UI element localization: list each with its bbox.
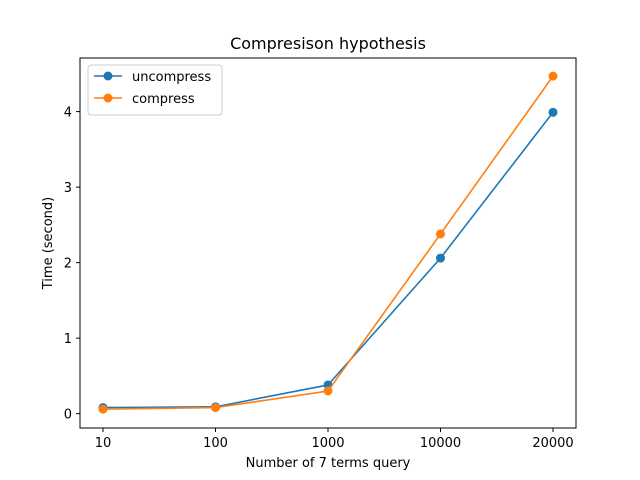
y-tick-label: 3 bbox=[64, 181, 72, 196]
y-tick-label: 4 bbox=[64, 106, 72, 121]
series-line-compress bbox=[102, 75, 554, 410]
x-tick-label: 100 bbox=[203, 436, 228, 451]
series-uncompress bbox=[98, 107, 558, 413]
legend-marker bbox=[103, 71, 113, 81]
legend-box bbox=[87, 64, 223, 116]
legend: uncompress compress bbox=[87, 64, 223, 116]
legend-entry-compress: compress bbox=[94, 92, 195, 107]
x-tick-label: 10000 bbox=[420, 436, 461, 451]
x-axis: 10 100 1000 10000 20000 bbox=[95, 428, 574, 451]
y-tick-label: 2 bbox=[64, 257, 72, 272]
y-tick-label: 1 bbox=[64, 332, 72, 347]
series-line-uncompress bbox=[102, 111, 554, 409]
data-point-compress bbox=[211, 403, 220, 413]
data-point-uncompress bbox=[436, 253, 445, 263]
data-point-compress bbox=[323, 386, 333, 396]
plot-area bbox=[98, 71, 558, 414]
legend-marker bbox=[103, 93, 113, 103]
legend-entry-uncompress: uncompress bbox=[94, 70, 211, 85]
x-tick-label: 1000 bbox=[311, 436, 344, 451]
legend-label: uncompress bbox=[132, 70, 211, 85]
x-tick-label: 20000 bbox=[532, 436, 573, 451]
data-point-compress bbox=[436, 229, 445, 239]
y-tick-label: 0 bbox=[64, 408, 72, 423]
data-point-compress bbox=[548, 71, 558, 81]
legend-label: compress bbox=[132, 92, 195, 107]
data-point-uncompress bbox=[548, 107, 558, 117]
x-axis-label: Number of 7 terms query bbox=[246, 456, 411, 471]
y-axis: 0 1 2 3 4 bbox=[64, 106, 80, 423]
series-compress bbox=[98, 71, 558, 414]
y-axis-label: Time (second) bbox=[41, 197, 56, 290]
chart-title: Compresison hypothesis bbox=[230, 34, 426, 53]
x-tick-label: 10 bbox=[95, 436, 112, 451]
data-point-compress bbox=[98, 404, 108, 414]
